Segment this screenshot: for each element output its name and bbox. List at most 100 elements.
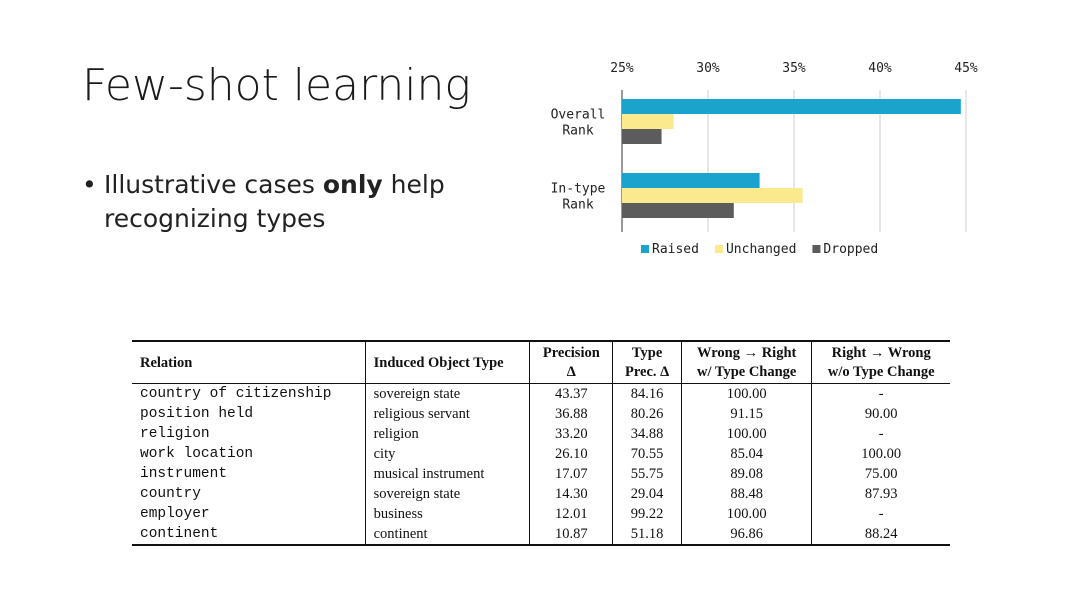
value-cell: 89.08	[681, 464, 813, 484]
value-cell: 99.22	[612, 504, 682, 524]
column-header: Wrong → Right w/ Type Change	[681, 341, 813, 384]
table-body: country of citizenship sovereign state 43.…	[132, 383, 950, 545]
column-header-line1: Induced Object Type	[373, 354, 504, 371]
category-label: In-type	[551, 182, 606, 197]
value-cell: 100.00	[681, 424, 813, 444]
table-row: country of citizenship sovereign state 43.…	[132, 383, 950, 404]
column-header: Precision Δ	[529, 341, 614, 384]
value-cell: 91.15	[681, 404, 813, 424]
value-cell: 88.48	[681, 484, 813, 504]
value-cell: 100.00	[861, 446, 902, 462]
object-type-cell: musical instrument	[365, 464, 531, 484]
column-header: Right → Wrong w/o Type Change	[812, 341, 950, 384]
category-label: Rank	[562, 124, 593, 139]
column-header: Relation	[132, 341, 366, 384]
relation-table: Relation Induced Object Type Precision Δ Typ…	[132, 340, 950, 546]
category-label: Overall	[551, 108, 606, 123]
table-row: religion religion 33.20 34.88 100.00-	[132, 424, 950, 444]
table-row: position held religious servant 36.88 80.26…	[132, 404, 950, 424]
value-cell: 29.04	[612, 484, 682, 504]
value-cell: 84.16	[612, 383, 682, 404]
column-header-line1: Relation	[140, 354, 193, 371]
object-type-cell: sovereign state	[365, 484, 531, 504]
relation-cell: religion	[132, 424, 366, 444]
bullet-text-bold: only	[322, 170, 383, 199]
bar-dropped-1	[622, 203, 734, 218]
value-cell: -	[878, 426, 884, 442]
table-row: work location city 26.10 70.55 85.04 100.00	[132, 444, 950, 464]
object-type-cell: religion	[365, 424, 531, 444]
column-header-line2: w/ Type Change	[696, 364, 797, 380]
column-header-line2: Δ	[566, 364, 576, 380]
value-cell: 87.93	[864, 486, 898, 502]
bar-dropped-0	[622, 129, 662, 144]
value-cell: 100.00	[681, 504, 813, 524]
bullet-item: • Illustrative cases only help recognizi…	[82, 168, 502, 236]
relation-cell: continent	[132, 524, 366, 545]
relation-cell: position held	[132, 404, 366, 424]
column-header-line1: Precision	[542, 345, 600, 361]
column-header: Type Prec. Δ	[612, 341, 682, 384]
relation-cell: instrument	[132, 464, 366, 484]
value-cell: 12.01	[529, 504, 614, 524]
value-cell: 43.37	[529, 383, 614, 404]
value-cell: 10.87	[529, 524, 614, 545]
object-type-cell: continent	[365, 524, 531, 545]
legend-swatch-raised	[641, 245, 649, 253]
value-cell: 36.88	[529, 404, 614, 424]
value-cell: 55.75	[612, 464, 682, 484]
table-row: continent continent 10.87 51.18 96.86 88.24	[132, 524, 950, 545]
bullet-text-suffix: help recognizing types	[104, 170, 445, 233]
column-header-line2: w/o Type Change	[827, 364, 935, 380]
legend-label-raised: Raised	[652, 242, 699, 257]
column-header-line1: Right → Wrong	[831, 345, 931, 361]
object-type-cell: sovereign state	[365, 383, 531, 404]
value-cell: 100.00	[681, 383, 813, 404]
x-tick-label: 35%	[782, 61, 806, 76]
value-cell: -	[878, 506, 884, 522]
x-tick-label: 40%	[868, 61, 892, 76]
column-header-line2: Prec. Δ	[624, 364, 670, 380]
bar-unchanged-0	[622, 114, 674, 129]
object-type-cell: religious servant	[365, 404, 531, 424]
slide-title: Few-shot learning	[82, 60, 471, 111]
column-header: Induced Object Type	[365, 341, 531, 384]
value-cell: 96.86	[681, 524, 813, 545]
column-header-line1: Wrong → Right	[696, 345, 797, 361]
table-row: country sovereign state 14.30 29.04 88.48 87.…	[132, 484, 950, 504]
category-label: Rank	[562, 198, 593, 213]
legend-swatch-dropped	[812, 245, 821, 253]
value-cell: 33.20	[529, 424, 614, 444]
value-cell: 17.07	[529, 464, 614, 484]
value-cell: 70.55	[612, 444, 682, 464]
bar-raised-0	[622, 99, 961, 114]
value-cell: 34.88	[612, 424, 682, 444]
rank-change-bar-chart: 25% 30% 35% 40% 45%OverallRankIn-typeRankRai…	[551, 61, 978, 257]
value-cell: 75.00	[864, 466, 898, 482]
relation-cell: work location	[132, 444, 366, 464]
value-cell: 90.00	[864, 406, 898, 422]
bullet-list: • Illustrative cases only help recognizi…	[82, 168, 502, 236]
object-type-cell: city	[365, 444, 531, 464]
bullet-text: Illustrative cases only help recognizing…	[104, 168, 502, 236]
bullet-dot-icon: •	[82, 170, 97, 199]
relation-cell: employer	[132, 504, 366, 524]
x-tick-label: 30%	[696, 61, 720, 76]
relation-cell: country	[132, 484, 366, 504]
bar-unchanged-1	[622, 188, 803, 203]
value-cell: 51.18	[612, 524, 682, 545]
table-row: instrument musical instrument 17.07 55.75 89…	[132, 464, 950, 484]
table-row: employer business 12.01 99.22 100.00 -	[132, 504, 950, 524]
relation-table-container: Relation Induced Object Type Precision Δ Typ…	[132, 340, 950, 546]
relation-cell: country of citizenship	[132, 383, 366, 404]
object-type-cell: business	[365, 504, 531, 524]
value-cell: -	[878, 386, 884, 402]
value-cell: 26.10	[529, 444, 614, 464]
bar-raised-1	[622, 173, 760, 188]
legend-label-unchanged: Unchanged	[726, 242, 796, 257]
bullet-text-prefix: Illustrative cases	[104, 170, 323, 199]
legend-swatch-unchanged	[714, 245, 723, 253]
value-cell: 85.04	[681, 444, 813, 464]
x-tick-label: 45%	[954, 61, 978, 76]
x-tick-label: 25%	[610, 61, 634, 76]
